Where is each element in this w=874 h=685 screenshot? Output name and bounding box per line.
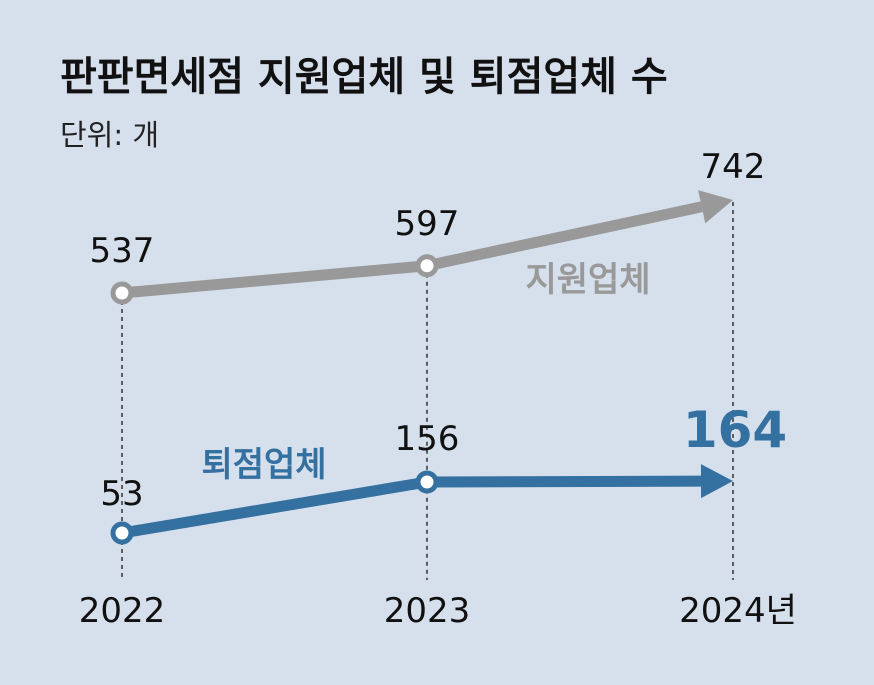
year-guidelines — [121, 202, 734, 580]
series-label-퇴점업체: 퇴점업체 — [201, 445, 326, 485]
x-tick-2022: 2022 — [79, 591, 166, 631]
value-label-지원업체-2022: 537 — [90, 231, 155, 271]
x-axis-ticks: 2022 2023 2024년 — [79, 591, 797, 631]
point-퇴점업체-2022 — [110, 521, 134, 545]
arrow-퇴점업체 — [700, 464, 733, 499]
unit-label: 단위: 개 — [60, 118, 159, 152]
chart-title: 판판면세점 지원업체 및 퇴점업체 수 — [60, 54, 668, 100]
line-퇴점업체 — [121, 475, 702, 539]
series-label-지원업체: 지원업체 — [525, 260, 650, 300]
value-label-퇴점업체-2022: 53 — [100, 474, 143, 514]
arrow-지원업체 — [698, 190, 733, 224]
point-퇴점업체-2023 — [415, 470, 439, 494]
value-label-퇴점업체-2023: 156 — [395, 419, 460, 459]
point-지원업체-2022 — [110, 281, 134, 305]
data-labels: 537 597 742 53 156 164 — [90, 147, 788, 514]
value-label-지원업체-2023: 597 — [395, 204, 460, 244]
data-points — [110, 254, 439, 545]
point-지원업체-2023 — [415, 254, 439, 278]
value-label-퇴점업체-2024년: 164 — [683, 401, 787, 459]
x-tick-2023: 2023 — [384, 591, 471, 631]
x-tick-2024년: 2024년 — [679, 591, 797, 631]
value-label-지원업체-2024년: 742 — [701, 147, 766, 187]
